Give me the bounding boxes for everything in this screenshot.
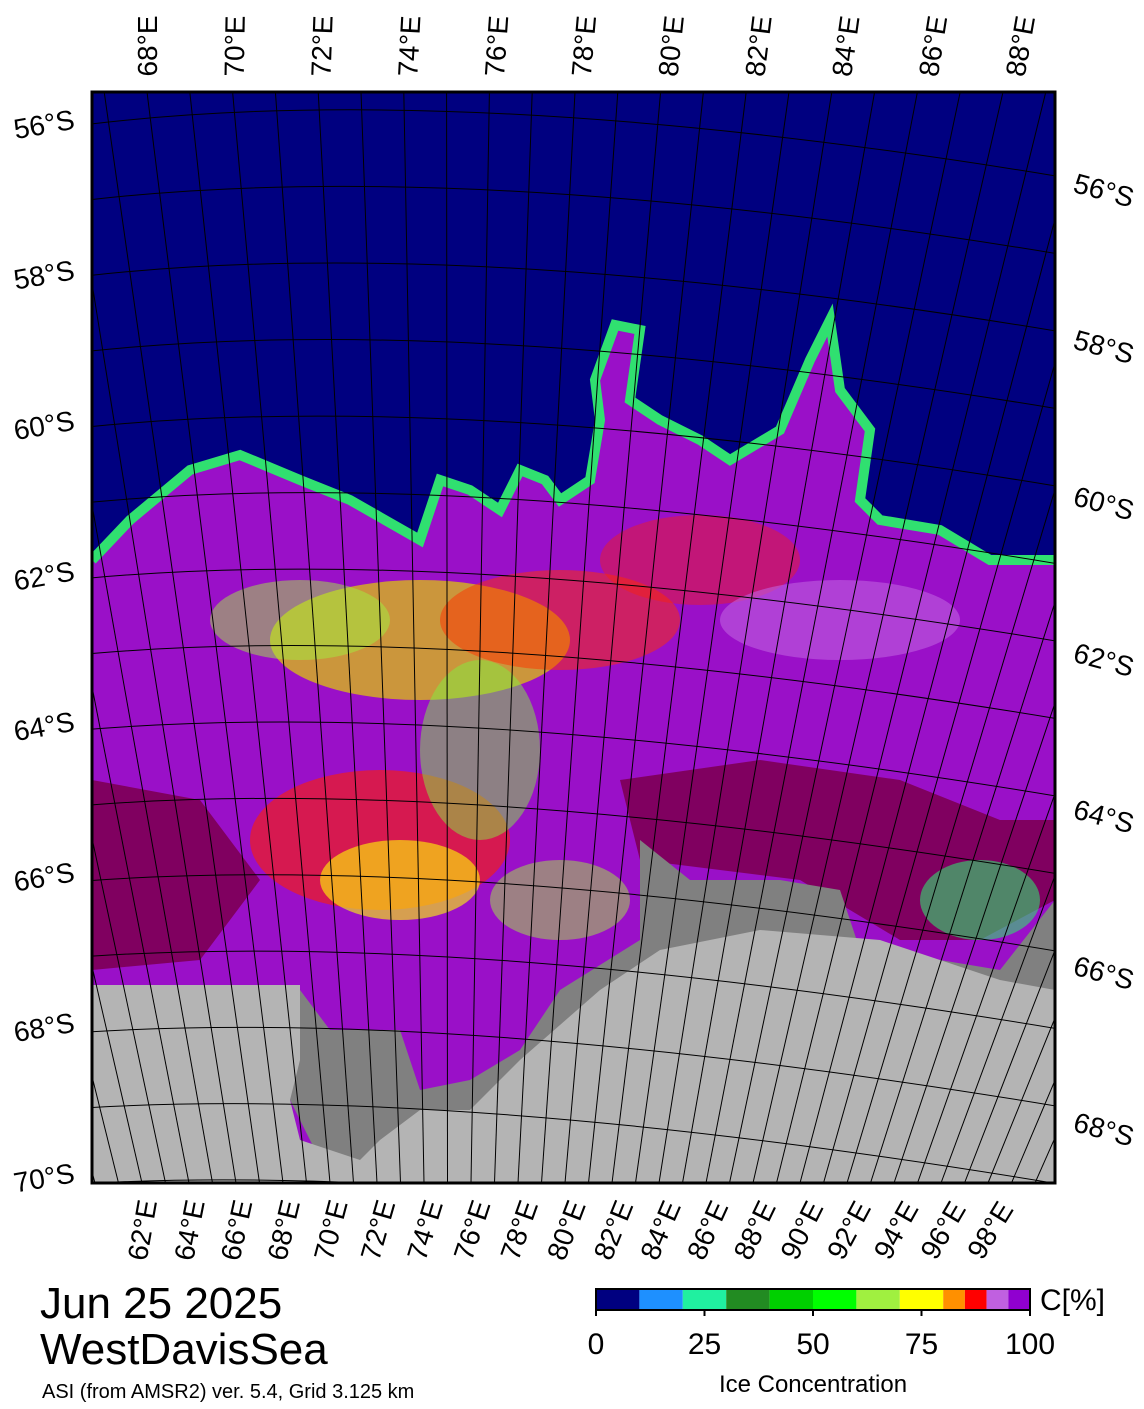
- lon-label-bottom: 94°E: [868, 1196, 925, 1264]
- lon-label-top: 72°E: [306, 15, 339, 77]
- lat-label-left: 58°S: [11, 254, 76, 295]
- colorbar-tick-label: 25: [688, 1328, 721, 1361]
- lon-label-bottom: 96°E: [914, 1196, 972, 1264]
- lat-label-right: 60°S: [1070, 481, 1137, 527]
- date: Jun 25 2025: [40, 1279, 282, 1328]
- lon-label-top: 78°E: [566, 14, 602, 78]
- lon-label-top: 76°E: [479, 15, 514, 78]
- lon-label-bottom: 72°E: [355, 1197, 402, 1264]
- colorbar-bin: [813, 1289, 856, 1310]
- lat-label-left: 68°S: [11, 1007, 76, 1048]
- colorbar-bin: [943, 1289, 965, 1310]
- lon-label-top: 88°E: [1000, 13, 1041, 78]
- lat-label-left: 66°S: [11, 856, 76, 897]
- lon-label-top: 80°E: [653, 14, 690, 78]
- colorbar-bin: [683, 1289, 726, 1310]
- lon-label-bottom: 88°E: [728, 1196, 782, 1264]
- lon-label-bottom: 66°E: [215, 1197, 258, 1263]
- lon-label-top: 68°E: [132, 15, 163, 76]
- lat-label-right: 58°S: [1070, 324, 1137, 370]
- colorbar-tick-label: 75: [905, 1328, 938, 1361]
- colorbar-bin: [856, 1289, 899, 1310]
- colorbar-bin: [965, 1289, 987, 1310]
- longitude-line: [0, 92, 1, 1183]
- longitude-line: [1059, 92, 1144, 1183]
- lat-label-right: 56°S: [1070, 168, 1137, 214]
- lon-label-top: 74°E: [392, 15, 426, 78]
- lon-label-bottom: 70°E: [308, 1197, 354, 1264]
- colorbar-bin: [900, 1289, 943, 1310]
- lon-label-bottom: 84°E: [634, 1196, 687, 1264]
- colorbar-bin: [639, 1289, 682, 1310]
- lat-label-left: 64°S: [11, 706, 76, 747]
- colorbar-tick-label: 50: [796, 1328, 829, 1361]
- colorbar-bin: [596, 1289, 639, 1310]
- colorbar-bin: [770, 1289, 813, 1310]
- lon-label-bottom: 76°E: [448, 1196, 497, 1264]
- colorbar-bin: [726, 1289, 769, 1310]
- map-area: [0, 92, 1144, 1343]
- region-name: WestDavisSea: [40, 1325, 328, 1374]
- colorbar-bin: [987, 1289, 1009, 1310]
- lon-label-bottom: 68°E: [262, 1197, 306, 1264]
- colorbar-label: Ice Concentration: [719, 1371, 907, 1398]
- lon-label-bottom: 80°E: [541, 1196, 592, 1264]
- lat-label-left: 60°S: [11, 405, 76, 446]
- lon-label-bottom: 64°E: [168, 1197, 210, 1263]
- lon-label-top: 70°E: [219, 15, 251, 77]
- colorbar-bin: [1008, 1289, 1030, 1310]
- lon-label-top: 82°E: [739, 14, 777, 78]
- lat-label-left: 70°S: [11, 1157, 76, 1198]
- lat-label-right: 64°S: [1070, 794, 1137, 840]
- colorbar-tick-label: 0: [588, 1328, 605, 1361]
- colorbar-tick-label: 100: [1005, 1328, 1055, 1361]
- lon-label-bottom: 74°E: [401, 1196, 449, 1263]
- longitude-line: [1082, 92, 1144, 1183]
- data-source: ASI (from AMSR2) ver. 5.4, Grid 3.125 km: [42, 1381, 414, 1403]
- lon-label-bottom: 86°E: [681, 1196, 734, 1264]
- lon-label-bottom: 90°E: [774, 1196, 829, 1264]
- lat-label-right: 62°S: [1070, 637, 1137, 683]
- lat-label-left: 56°S: [11, 104, 76, 145]
- lon-label-bottom: 78°E: [494, 1196, 544, 1264]
- lon-label-bottom: 92°E: [821, 1196, 877, 1264]
- lon-label-top: 86°E: [913, 14, 953, 79]
- lon-label-bottom: 98°E: [961, 1196, 1019, 1264]
- lon-label-top: 84°E: [826, 14, 865, 79]
- lat-label-right: 66°S: [1070, 950, 1137, 996]
- lat-label-right: 68°S: [1070, 1107, 1137, 1153]
- lon-label-bottom: 82°E: [588, 1196, 640, 1264]
- lat-label-left: 62°S: [11, 555, 76, 596]
- lon-label-bottom: 62°E: [122, 1197, 163, 1262]
- colorbar-unit: C[%]: [1040, 1284, 1105, 1317]
